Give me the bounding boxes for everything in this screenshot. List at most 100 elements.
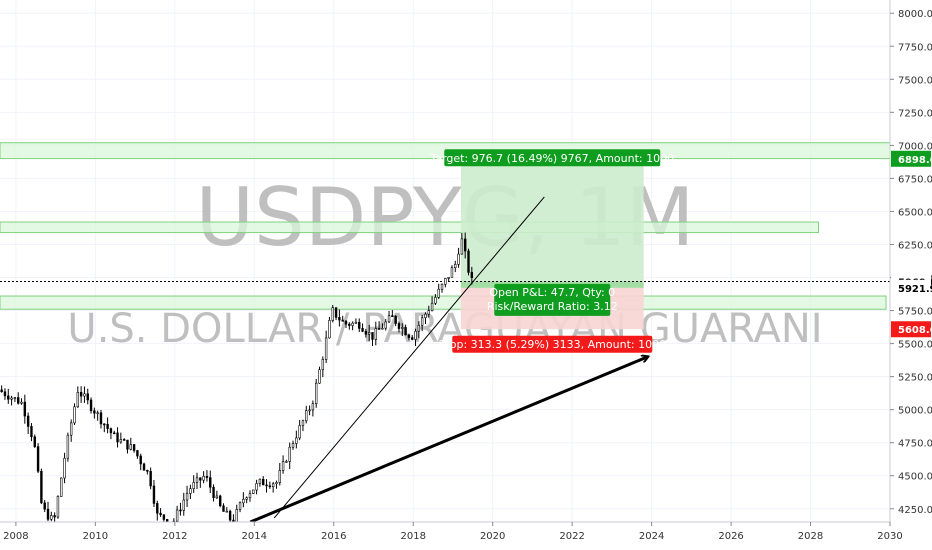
- candle-body: [3, 391, 7, 397]
- price-tick-label: 7000.0: [898, 141, 932, 152]
- price-tick-label: 7500.0: [898, 75, 932, 86]
- time-tick-label: 2022: [559, 531, 584, 542]
- target-area: [460, 158, 644, 288]
- candle-body: [0, 389, 3, 393]
- candle-body: [391, 315, 394, 317]
- candle-body: [255, 483, 258, 491]
- candle-body: [311, 403, 315, 411]
- price-tick-label: 6750.0: [898, 174, 932, 185]
- candle-body: [60, 477, 63, 497]
- candle-body: [420, 317, 424, 326]
- candle-body: [387, 315, 391, 323]
- candle-body: [79, 391, 83, 397]
- time-tick-label: 2028: [798, 531, 823, 542]
- candle-body: [288, 446, 291, 462]
- trend-arrow[interactable]: [249, 357, 647, 524]
- price-tick-label: 4250.0: [898, 505, 932, 516]
- candle-body: [252, 489, 255, 494]
- candle-body: [192, 482, 195, 489]
- candle-body: [182, 499, 185, 511]
- candle-body: [20, 401, 23, 404]
- candle-body: [394, 315, 397, 324]
- candle-body: [50, 515, 53, 520]
- candle-body: [414, 330, 417, 340]
- time-tick-label: 2010: [83, 531, 108, 542]
- candle-body: [397, 323, 401, 329]
- candle-body: [238, 502, 242, 510]
- candle-body: [40, 470, 43, 504]
- candle-body: [109, 428, 113, 434]
- target-label: Target: 976.7 (16.49%) 9767, Amount: 100…: [429, 152, 674, 165]
- candle-body: [26, 415, 30, 427]
- price-tick-label: 5000.0: [898, 406, 932, 417]
- candle-body: [268, 485, 272, 488]
- candle-body: [199, 477, 202, 481]
- candle-body: [142, 463, 146, 471]
- candle-body: [265, 484, 268, 487]
- candle-body: [149, 470, 152, 487]
- target-price-badge: [891, 150, 931, 167]
- candle-body: [437, 288, 440, 298]
- time-tick-label: 2012: [162, 531, 187, 542]
- candle-body: [417, 324, 421, 332]
- candle-body: [407, 334, 411, 338]
- stop-price-badge: [891, 321, 931, 338]
- candle-body: [454, 264, 457, 269]
- candle-body: [209, 477, 212, 488]
- candle-body: [331, 307, 334, 321]
- candle-body: [321, 359, 325, 371]
- price-tick-label: 7750.0: [898, 42, 932, 53]
- candle-body: [262, 478, 265, 486]
- target-price-badge-text: 6898.6: [898, 155, 932, 166]
- price-tick-label: 8000.0: [898, 9, 932, 20]
- candle-body: [96, 412, 99, 415]
- candle-body: [185, 493, 189, 501]
- candle-body: [361, 328, 364, 332]
- support-resistance-zone: [0, 221, 819, 234]
- position-labels: Target: 976.7 (16.49%) 9767, Amount: 100…: [429, 149, 674, 353]
- candle-body: [139, 455, 142, 465]
- candle-body: [271, 483, 275, 488]
- candle-body: [354, 321, 358, 324]
- stop-label: Stop: 313.3 (5.29%) 3133, Amount: 1000: [438, 338, 666, 351]
- candle-body: [146, 469, 149, 472]
- trendline[interactable]: [273, 196, 545, 519]
- candle-body: [401, 327, 404, 329]
- candle-body: [308, 409, 311, 412]
- candle-body: [278, 470, 281, 483]
- candle-body: [305, 410, 308, 422]
- price-tick-label: 6250.0: [898, 240, 932, 251]
- price-tick-label: 4500.0: [898, 472, 932, 483]
- candle-body: [103, 423, 106, 426]
- candle-body: [404, 327, 407, 336]
- price-tick-label: 6500.0: [898, 207, 932, 218]
- candle-body: [460, 238, 464, 255]
- time-axis-bg: [0, 522, 890, 550]
- candle-body: [341, 319, 344, 322]
- candle-body: [113, 432, 116, 435]
- candle-body: [358, 321, 361, 329]
- candle-body: [285, 461, 288, 463]
- horizontal-zones: [0, 142, 891, 310]
- candle-body: [132, 444, 136, 451]
- candle-body: [119, 439, 123, 443]
- candle-body: [470, 272, 474, 279]
- candle-body: [374, 328, 377, 340]
- candle-body: [179, 509, 182, 512]
- price-tick-label: 4750.0: [898, 439, 932, 450]
- candle-body: [205, 476, 209, 478]
- candle-body: [106, 424, 109, 429]
- candle-body: [248, 493, 252, 499]
- candle-body: [99, 412, 103, 425]
- candle-body: [159, 512, 162, 516]
- candle-body: [377, 328, 381, 330]
- candle-body: [36, 446, 40, 472]
- trendlines[interactable]: [249, 196, 647, 524]
- candle-body: [427, 310, 430, 315]
- candle-body: [364, 330, 368, 335]
- candle-body: [444, 278, 447, 285]
- candle-body: [175, 509, 179, 522]
- candle-body: [324, 337, 328, 360]
- candle-body: [338, 317, 341, 321]
